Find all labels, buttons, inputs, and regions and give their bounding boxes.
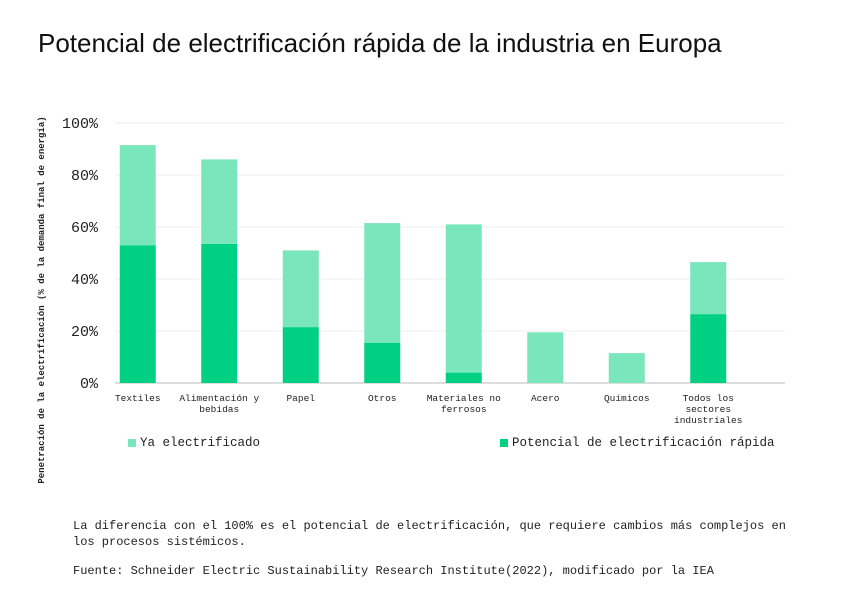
bar-segment xyxy=(445,372,482,383)
bar-segment xyxy=(282,327,319,383)
bar-segment xyxy=(445,224,482,373)
legend-label: Potencial de electrificación rápida xyxy=(512,436,775,450)
y-tick-label: 100% xyxy=(62,116,99,133)
bar-segment xyxy=(527,332,564,383)
legend-item: Ya electrificado xyxy=(128,436,260,450)
bar-segment xyxy=(690,262,727,315)
legend-swatch xyxy=(128,439,136,447)
x-tick-label: Químicos xyxy=(603,393,650,404)
y-tick-label: 80% xyxy=(71,168,99,185)
y-tick-label: 0% xyxy=(80,376,99,393)
chart-title: Potencial de electrificación rápida de l… xyxy=(38,28,722,58)
bar-segment xyxy=(119,145,156,246)
y-tick-label: 20% xyxy=(71,324,99,341)
bar-segment xyxy=(364,223,401,343)
x-tick-label: Alimentación y bebidas xyxy=(179,393,260,415)
x-tick-label: Textiles xyxy=(114,393,161,404)
legend-label: Ya electrificado xyxy=(140,436,261,450)
bar-segment xyxy=(119,245,156,383)
x-tick-label: Otros xyxy=(367,393,397,404)
y-tick-label: 60% xyxy=(71,220,99,237)
y-tick-label: 40% xyxy=(71,272,99,289)
bar-segment xyxy=(201,159,238,244)
bar-segment xyxy=(364,342,401,383)
x-tick-label: Acero xyxy=(530,393,560,404)
x-tick-label: Todos los sectores industriales xyxy=(674,393,743,426)
legend-item: Potencial de electrificación rápida xyxy=(500,436,775,450)
bar-segment xyxy=(282,250,319,328)
source: Fuente: Schneider Electric Sustainabilit… xyxy=(73,564,714,578)
x-tick-label: Materiales no ferrosos xyxy=(426,393,501,415)
x-tick-label: Papel xyxy=(286,393,315,404)
legend-swatch xyxy=(500,439,508,447)
bar-segment xyxy=(201,243,238,383)
footnote: La diferencia con el 100% es el potencia… xyxy=(73,519,786,549)
bar-segment xyxy=(608,353,645,383)
bar-segment xyxy=(690,314,727,383)
